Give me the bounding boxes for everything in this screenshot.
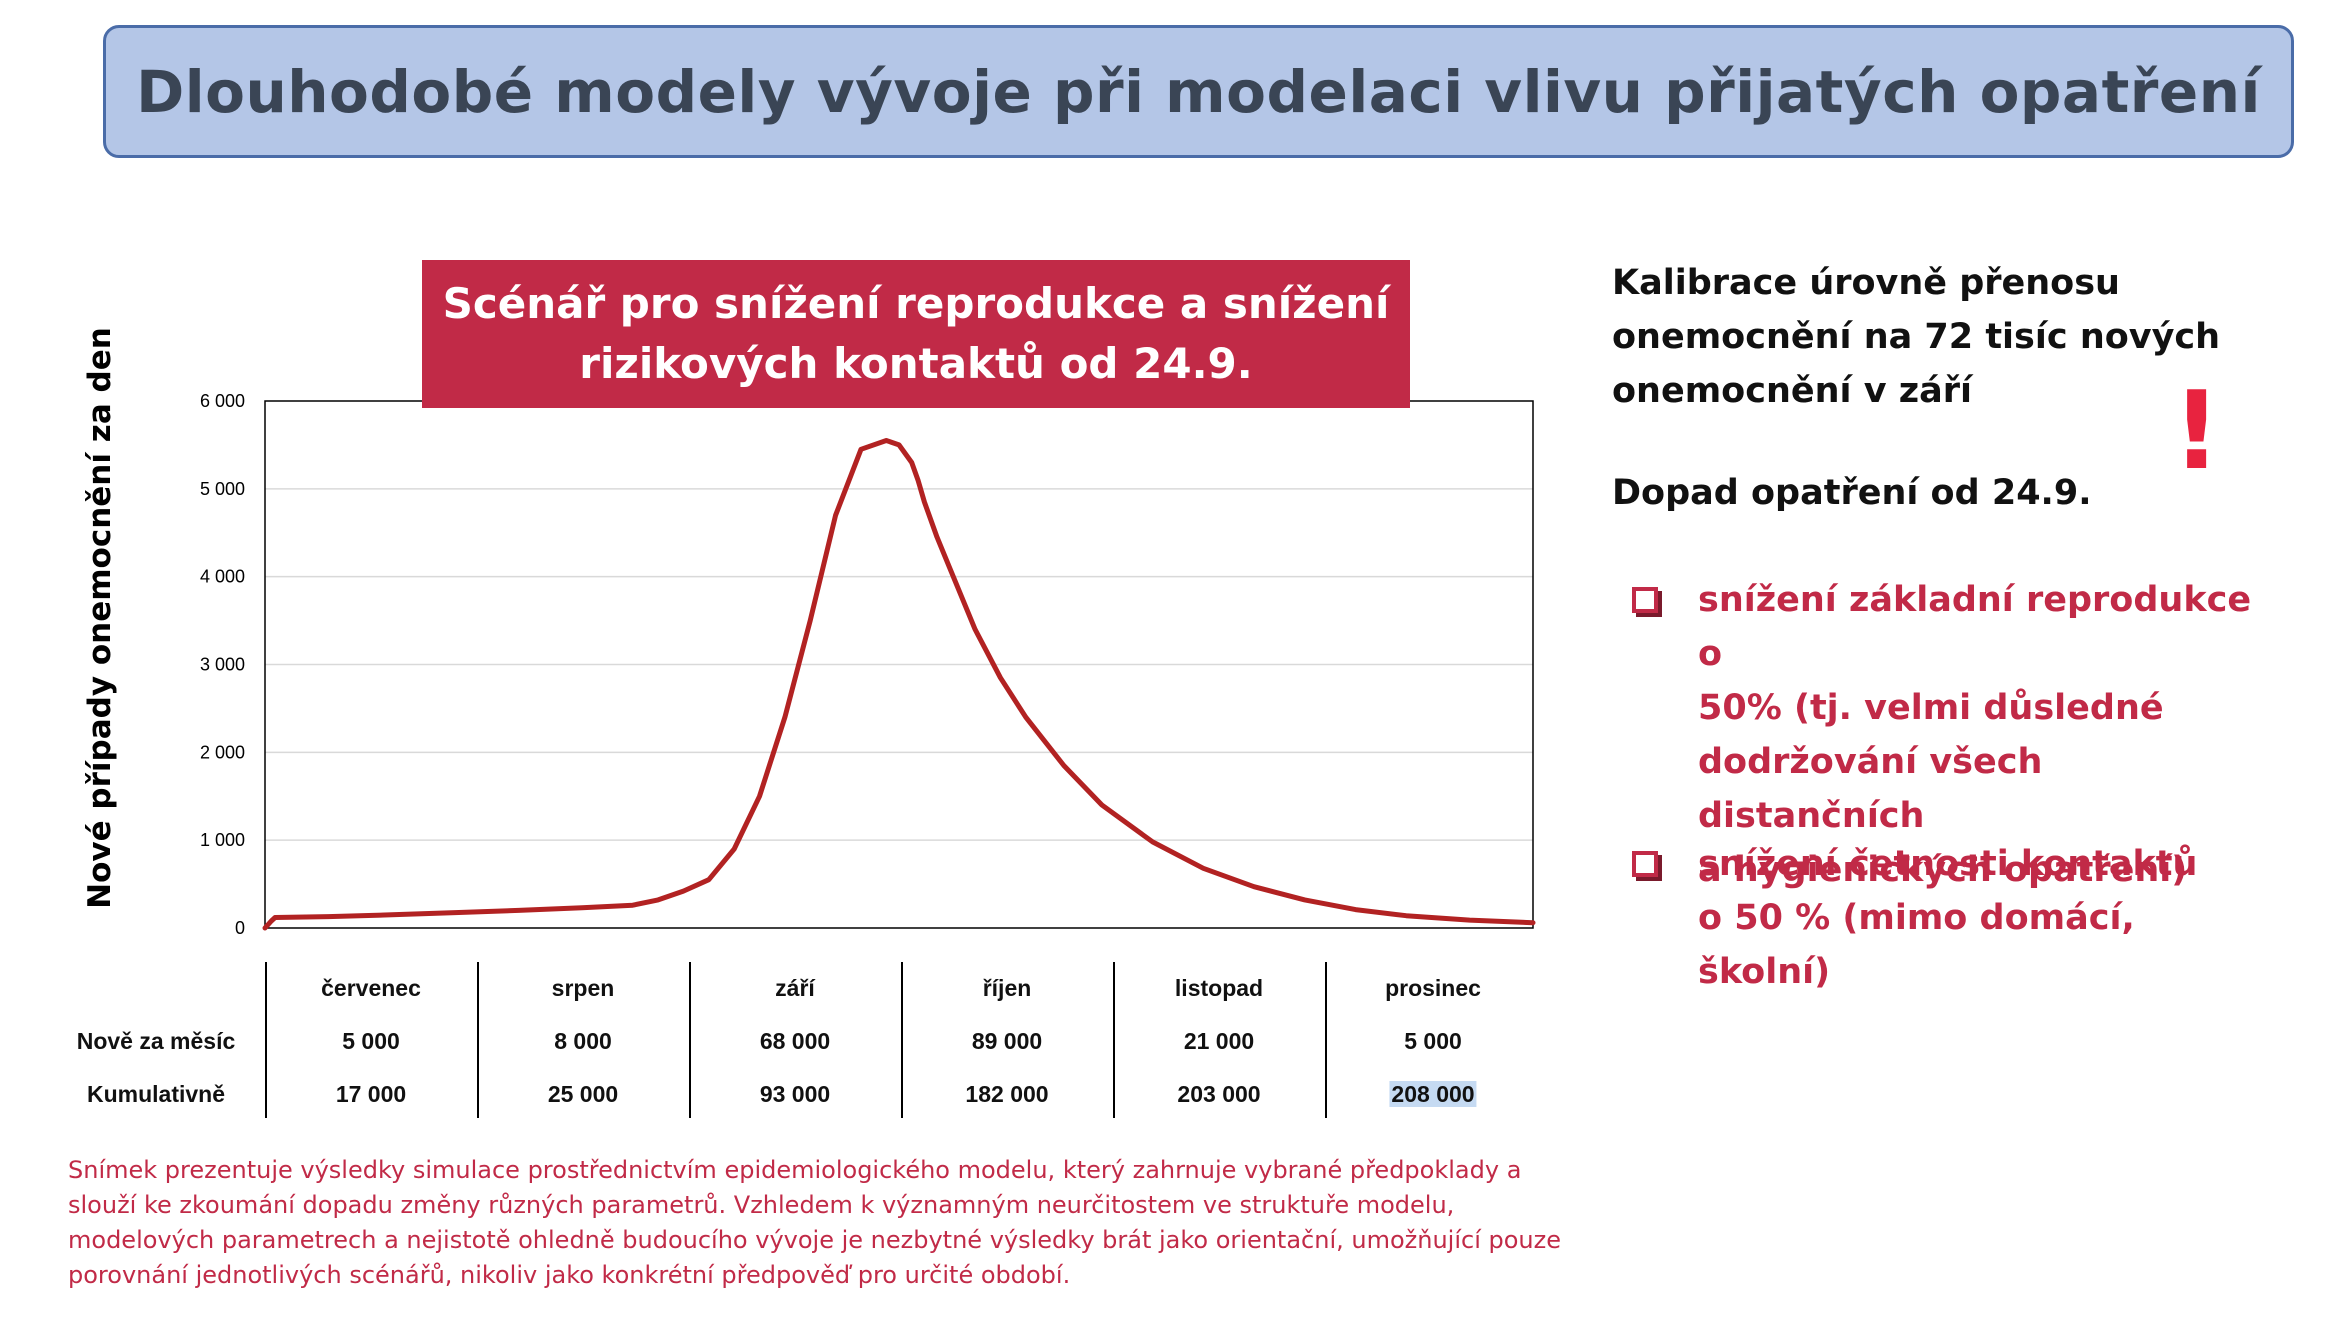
y-tick-label: 0 bbox=[235, 918, 245, 938]
scenario-title: Scénář pro snížení reprodukce a snížení … bbox=[422, 260, 1410, 408]
disclaimer-text: Snímek prezentuje výsledky simulace pros… bbox=[68, 1156, 1561, 1289]
month-header: září bbox=[775, 975, 815, 1001]
y-tick-label: 4 000 bbox=[200, 567, 245, 587]
y-tick-label: 2 000 bbox=[200, 742, 245, 762]
month-header: listopad bbox=[1174, 975, 1264, 1001]
month-header: prosinec bbox=[1385, 975, 1481, 1001]
bullet-text: snížení četnosti kontaktů o 50 % (mimo d… bbox=[1698, 844, 2198, 992]
monthly-value: 68 000 bbox=[759, 1028, 831, 1054]
y-axis-ticks: 0 1 000 2 000 3 000 4 000 5 000 6 000 bbox=[200, 391, 245, 938]
cumulative-value-highlighted: 208 000 bbox=[1389, 1081, 1477, 1107]
cumulative-value: 182 000 bbox=[965, 1081, 1049, 1107]
bullet-text: snížení základní reprodukce o 50% (tj. v… bbox=[1698, 580, 2252, 890]
y-tick-label: 5 000 bbox=[200, 479, 245, 499]
cumulative-value: 17 000 bbox=[335, 1081, 407, 1107]
y-tick-label: 1 000 bbox=[200, 830, 245, 850]
table-divider bbox=[901, 962, 903, 1118]
monthly-value: 5 000 bbox=[1404, 1028, 1462, 1054]
month-header: srpen bbox=[551, 975, 615, 1001]
row-label-cumulative: Kumulativně bbox=[86, 1081, 226, 1107]
checkbox-bullet-icon bbox=[1632, 587, 1658, 613]
y-axis-label: Nové případy onemocnění za den bbox=[82, 327, 118, 909]
table-divider bbox=[689, 962, 691, 1118]
exclamation-icon: ! bbox=[2172, 369, 2222, 494]
monthly-value: 8 000 bbox=[554, 1028, 612, 1054]
page-title: Dlouhodobé modely vývoje při modelaci vl… bbox=[136, 57, 2261, 126]
table-divider bbox=[477, 962, 479, 1118]
table-divider bbox=[1325, 962, 1327, 1118]
y-tick-label: 3 000 bbox=[200, 655, 245, 675]
monthly-value: 89 000 bbox=[971, 1028, 1043, 1054]
y-tick-label: 6 000 bbox=[200, 391, 245, 411]
row-label-monthly: Nově za měsíc bbox=[76, 1028, 236, 1054]
monthly-value: 5 000 bbox=[342, 1028, 400, 1054]
table-divider bbox=[265, 962, 267, 1118]
calibration-text: Kalibrace úrovně přenosu onemocnění na 7… bbox=[1612, 263, 2221, 411]
cumulative-value: 25 000 bbox=[547, 1081, 619, 1107]
series-line bbox=[262, 438, 1536, 931]
cumulative-value: 208 000 bbox=[1389, 1081, 1477, 1108]
impact-heading: Dopad opatření od 24.9. bbox=[1612, 473, 2092, 513]
checkbox-bullet-icon bbox=[1632, 851, 1658, 877]
month-header: červenec bbox=[321, 975, 421, 1001]
chart-gridlines bbox=[265, 488, 1533, 841]
table-divider bbox=[1113, 962, 1115, 1118]
monthly-value: 21 000 bbox=[1183, 1028, 1255, 1054]
title-banner: Dlouhodobé modely vývoje při modelaci vl… bbox=[103, 25, 2294, 158]
cumulative-value: 203 000 bbox=[1177, 1081, 1261, 1107]
month-header: říjen bbox=[982, 975, 1032, 1001]
cumulative-value: 93 000 bbox=[759, 1081, 831, 1107]
